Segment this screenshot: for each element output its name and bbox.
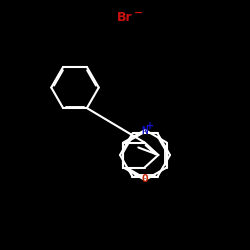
Text: +: +: [146, 121, 154, 131]
Text: O: O: [141, 174, 148, 184]
Text: −: −: [134, 8, 143, 18]
Text: N: N: [141, 126, 148, 136]
Text: Br: Br: [117, 11, 133, 24]
